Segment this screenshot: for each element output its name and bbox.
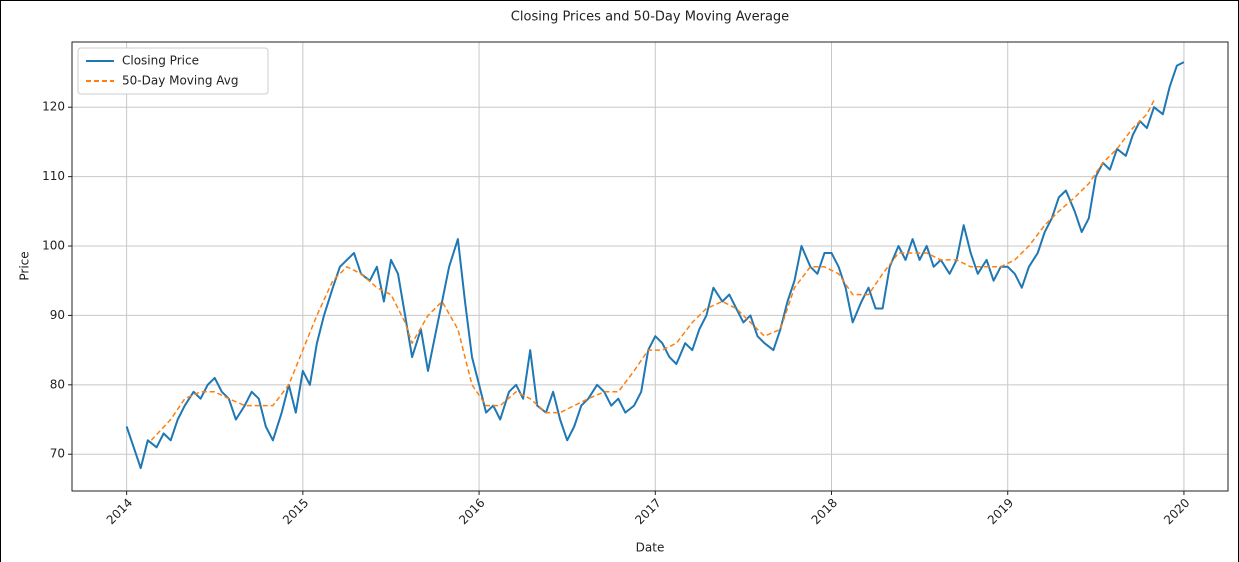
y-tick-label: 70 [50,447,65,461]
legend: Closing Price 50-Day Moving Avg [77,47,269,95]
y-tick-label: 80 [50,377,65,391]
x-tick-label: 2017 [632,496,663,527]
series-line [150,99,1155,441]
chart-title: Closing Prices and 50-Day Moving Average [511,10,789,25]
y-tick-label: 90 [50,308,65,322]
legend-box [77,47,269,95]
y-axis-label: Price [18,251,32,280]
x-tick-label: 2020 [1161,496,1192,527]
x-tick-label: 2019 [985,496,1016,527]
x-tick-label: 2018 [809,496,840,527]
x-tick-label: 2014 [104,496,135,527]
legend-label: 50-Day Moving Avg [122,74,239,88]
plot-frame [71,41,1229,492]
x-tick-label: 2016 [456,496,487,527]
legend-label: Closing Price [122,54,199,68]
y-tick-label: 110 [42,169,65,183]
x-tick-label: 2015 [280,496,311,527]
y-tick-label: 120 [42,100,65,114]
series-line [125,61,1185,470]
x-axis-label: Date [636,541,665,555]
y-tick-label: 100 [42,239,65,253]
